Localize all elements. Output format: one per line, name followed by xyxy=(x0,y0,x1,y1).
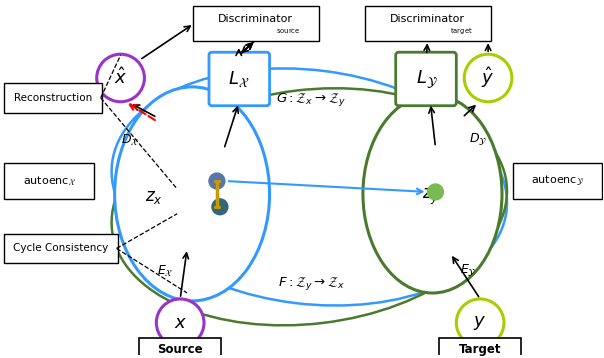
Circle shape xyxy=(456,299,504,347)
Text: $L_{\mathcal{Y}}$: $L_{\mathcal{Y}}$ xyxy=(416,68,437,90)
Text: $_{\rm target}$: $_{\rm target}$ xyxy=(450,26,473,37)
Circle shape xyxy=(97,54,144,102)
FancyBboxPatch shape xyxy=(140,338,221,358)
Text: Discriminator: Discriminator xyxy=(390,14,465,24)
Text: $z_y$: $z_y$ xyxy=(422,187,439,207)
FancyBboxPatch shape xyxy=(209,52,269,106)
FancyBboxPatch shape xyxy=(396,52,456,106)
Text: Cycle Consistency: Cycle Consistency xyxy=(13,243,109,253)
FancyBboxPatch shape xyxy=(193,6,320,41)
Text: $E_{\mathcal{X}}$: $E_{\mathcal{X}}$ xyxy=(157,263,173,277)
Circle shape xyxy=(212,199,228,215)
Ellipse shape xyxy=(363,95,502,293)
Text: Reconstruction: Reconstruction xyxy=(14,93,92,103)
Text: $z_x$: $z_x$ xyxy=(146,188,163,206)
Text: $G : \mathcal{Z}_x \rightarrow \mathcal{Z}_y$: $G : \mathcal{Z}_x \rightarrow \mathcal{… xyxy=(277,91,346,108)
Text: $\hat{y}$: $\hat{y}$ xyxy=(481,66,495,90)
Text: $\hat{x}$: $\hat{x}$ xyxy=(114,68,127,88)
Circle shape xyxy=(464,54,512,102)
Text: $D_{\mathcal{X}}$: $D_{\mathcal{X}}$ xyxy=(121,132,140,147)
Circle shape xyxy=(428,184,443,200)
FancyBboxPatch shape xyxy=(4,233,118,263)
Text: $L_{\mathcal{X}}$: $L_{\mathcal{X}}$ xyxy=(228,69,249,89)
Ellipse shape xyxy=(115,87,269,301)
Text: Target: Target xyxy=(459,343,501,356)
FancyBboxPatch shape xyxy=(4,83,101,113)
FancyBboxPatch shape xyxy=(4,163,94,199)
Text: Discriminator: Discriminator xyxy=(218,14,293,24)
Text: autoenc$_{\mathcal{Y}}$: autoenc$_{\mathcal{Y}}$ xyxy=(531,174,584,189)
Text: $D_{\mathcal{Y}}$: $D_{\mathcal{Y}}$ xyxy=(469,132,487,147)
Text: autoenc$_{\mathcal{X}}$: autoenc$_{\mathcal{X}}$ xyxy=(22,174,76,188)
Text: $E_{\mathcal{Y}}$: $E_{\mathcal{Y}}$ xyxy=(460,262,477,278)
FancyBboxPatch shape xyxy=(440,338,521,358)
Circle shape xyxy=(209,173,225,189)
Text: Source: Source xyxy=(158,343,203,356)
Text: $y$: $y$ xyxy=(474,314,487,332)
Text: $_{\rm source}$: $_{\rm source}$ xyxy=(276,26,301,37)
FancyBboxPatch shape xyxy=(365,6,491,41)
Circle shape xyxy=(156,299,204,347)
Text: $F : \mathcal{Z}_y \rightarrow \mathcal{Z}_x$: $F : \mathcal{Z}_y \rightarrow \mathcal{… xyxy=(278,275,345,292)
Text: $x$: $x$ xyxy=(173,314,187,332)
FancyBboxPatch shape xyxy=(513,163,602,199)
